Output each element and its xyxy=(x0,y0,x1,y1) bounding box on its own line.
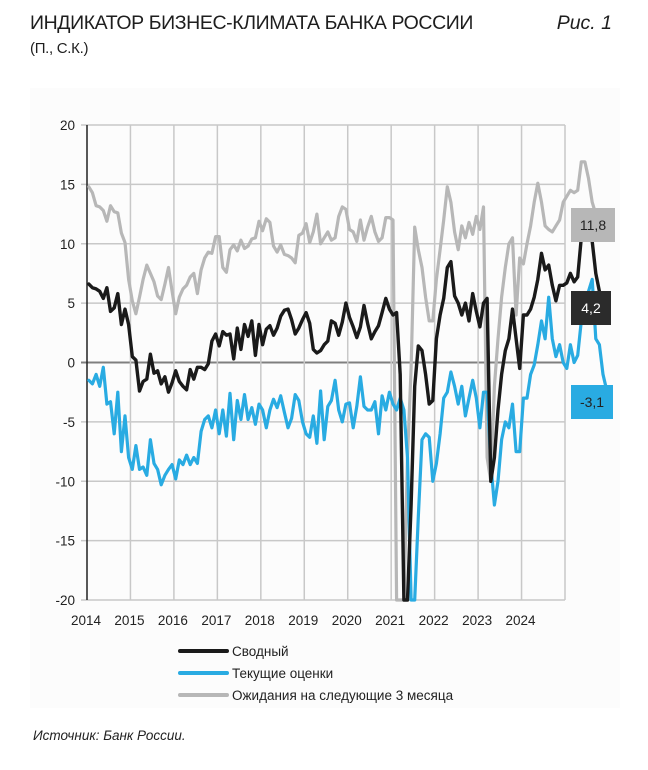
y-tick-label: 10 xyxy=(60,237,75,252)
x-axis: 2014 2015 2016 2017 2018 2019 2020 2021 2022 2023… xyxy=(71,613,536,628)
y-tick-label: 0 xyxy=(67,356,75,371)
legend-swatch-summary xyxy=(178,649,229,653)
end-label-summary: 4,2 xyxy=(571,291,611,325)
y-tick-label: 20 xyxy=(60,118,75,133)
legend-item-expectations: Ожидания на следующие 3 месяца xyxy=(178,684,453,706)
source-note: Источник: Банк России. xyxy=(33,728,186,743)
legend-swatch-current xyxy=(178,671,229,675)
x-tick-label: 2022 xyxy=(419,613,449,628)
x-tick-label: 2015 xyxy=(114,613,144,628)
x-tick-label: 2019 xyxy=(288,613,318,628)
y-axis: 20 15 10 5 0 -5 -10 -15 -20 xyxy=(55,118,75,608)
legend-item-current: Текущие оценки xyxy=(178,662,453,684)
y-tick-label: -10 xyxy=(55,474,75,489)
series-lines xyxy=(87,160,609,602)
legend-label-current: Текущие оценки xyxy=(232,665,334,681)
x-tick-label: 2016 xyxy=(158,613,188,628)
series-line-summary xyxy=(87,233,609,602)
y-tick-label: -20 xyxy=(55,593,75,608)
y-tick-label: 5 xyxy=(67,296,75,311)
y-tick-label: -5 xyxy=(63,415,75,430)
chart-subtitle: (П., С.К.) xyxy=(30,40,89,57)
x-tick-label: 2020 xyxy=(332,613,362,628)
legend-item-summary: Сводный xyxy=(178,640,453,662)
legend-label-expectations: Ожидания на следующие 3 месяца xyxy=(232,687,454,703)
legend-swatch-expectations xyxy=(178,693,229,697)
x-tick-label: 2023 xyxy=(462,613,492,628)
legend-label-summary: Сводный xyxy=(232,643,289,659)
end-label-current: -3,1 xyxy=(571,385,613,419)
series-line-expectations xyxy=(87,160,609,602)
x-tick-label: 2014 xyxy=(71,613,102,628)
chart-title: ИНДИКАТОР БИЗНЕС-КЛИМАТА БАНКА РОССИИ xyxy=(30,12,474,34)
end-label-expectations: 11,8 xyxy=(571,208,615,242)
legend: Сводный Текущие оценки Ожидания на следу… xyxy=(178,640,453,706)
figure-label: Рис. 1 xyxy=(556,12,612,34)
x-tick-label: 2024 xyxy=(506,613,537,628)
y-tick-label: -15 xyxy=(55,534,75,549)
x-tick-label: 2021 xyxy=(375,613,405,628)
x-tick-label: 2017 xyxy=(201,613,231,628)
series-line-current xyxy=(87,277,609,602)
y-tick-label: 15 xyxy=(60,177,75,192)
x-tick-label: 2018 xyxy=(245,613,275,628)
